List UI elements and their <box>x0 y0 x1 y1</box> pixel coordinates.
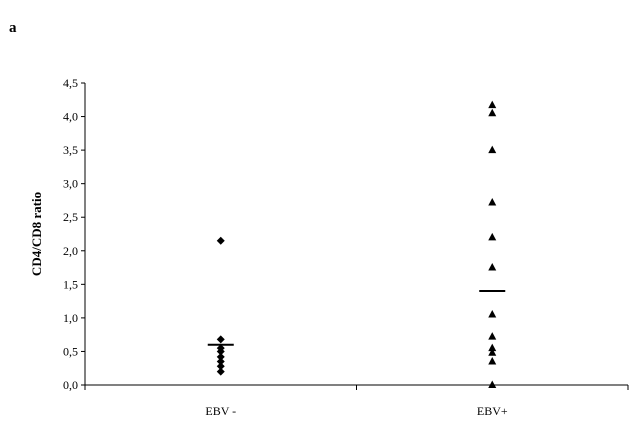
data-point-diamond <box>216 362 225 371</box>
data-point-triangle <box>488 332 497 340</box>
data-point-triangle <box>488 100 497 109</box>
y-tick-label: 4,5 <box>63 76 78 90</box>
panel-letter: a <box>9 20 17 36</box>
plot-area: 0,0 0,5 1,0 1,5 2,0 2,5 3,0 3,5 4,0 4,5 EBV - EBV+ <box>63 76 629 418</box>
data-point-triangle <box>488 357 497 365</box>
data-point-triangle <box>488 343 497 352</box>
data-point-triangle <box>488 145 497 154</box>
data-point-triangle <box>488 197 497 206</box>
data-point-diamond <box>216 352 225 361</box>
data-point-triangle <box>488 380 497 388</box>
y-tick-label: 2,0 <box>63 244 78 258</box>
y-tick-label: 4,0 <box>63 110 78 124</box>
y-tick-label: 2,5 <box>63 210 78 224</box>
data-point-triangle <box>488 348 497 356</box>
y-axis-label: CD4/CD8 ratio <box>29 192 44 276</box>
data-point-triangle <box>488 232 497 241</box>
data-point-triangle <box>488 108 497 117</box>
y-tick-label: 1,5 <box>63 277 78 291</box>
data-point-diamond <box>216 357 225 366</box>
data-point-diamond <box>216 335 225 344</box>
data-point-diamond <box>216 367 225 376</box>
y-tick-label: 0,0 <box>63 378 78 392</box>
y-tick-label: 0,5 <box>63 344 78 358</box>
y-tick-label: 3,5 <box>63 143 78 157</box>
y-tick-label: 1,0 <box>63 311 78 325</box>
y-tick-label: 3,0 <box>63 177 78 191</box>
data-point-diamond <box>216 236 225 245</box>
data-point-triangle <box>488 310 497 318</box>
x-category-label: EBV+ <box>477 404 508 418</box>
x-category-label: EBV - <box>205 404 236 418</box>
data-point-diamond <box>216 347 225 356</box>
data-point-triangle <box>488 263 497 271</box>
